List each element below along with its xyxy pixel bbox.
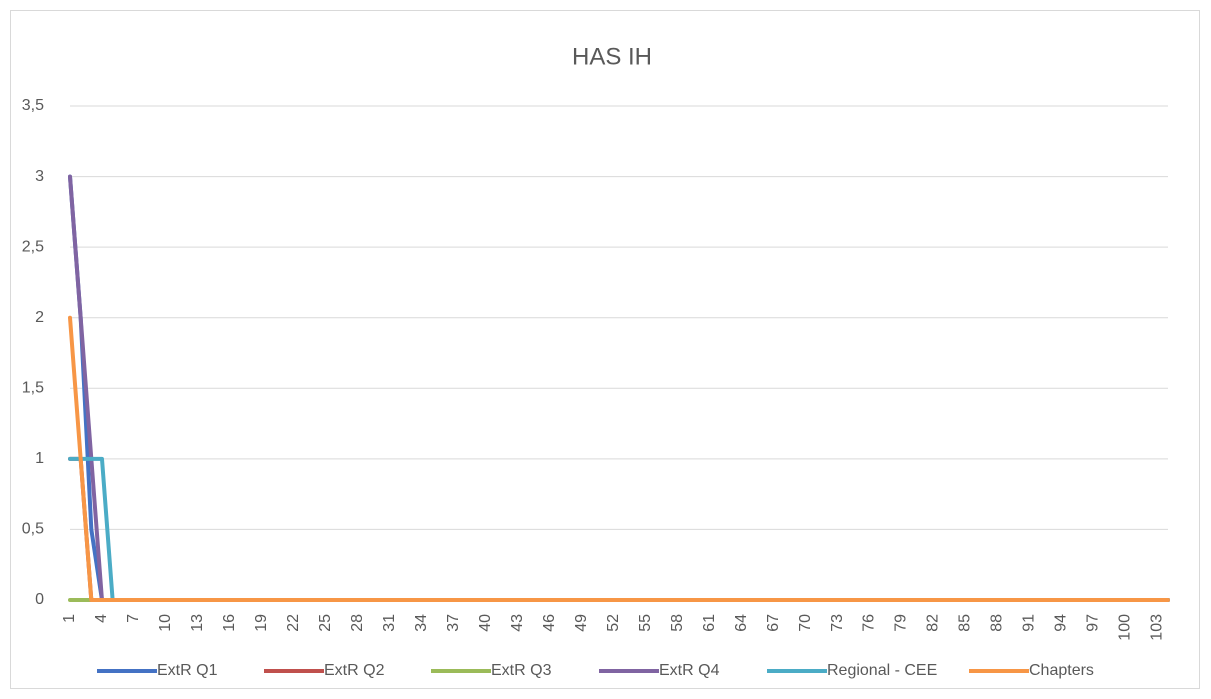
y-tick-label: 1 xyxy=(35,450,44,467)
x-tick-label: 43 xyxy=(509,614,526,632)
legend-label: ExtR Q4 xyxy=(659,662,720,679)
x-tick-label: 52 xyxy=(605,614,622,632)
x-tick-label: 19 xyxy=(253,614,270,632)
y-tick-label: 1,5 xyxy=(22,380,44,397)
x-tick-label: 31 xyxy=(381,614,398,632)
y-tick-label: 2,5 xyxy=(22,238,44,255)
x-tick-label: 64 xyxy=(733,614,750,632)
y-tick-label: 3 xyxy=(35,168,44,185)
legend-label: Chapters xyxy=(1029,662,1094,679)
x-tick-label: 16 xyxy=(221,614,238,632)
x-tick-label: 76 xyxy=(861,614,878,632)
x-tick-label: 25 xyxy=(317,614,334,632)
x-tick-label: 34 xyxy=(413,614,430,632)
x-tick-label: 97 xyxy=(1085,614,1102,632)
x-tick-label: 85 xyxy=(957,614,974,632)
legend-label: ExtR Q2 xyxy=(324,662,385,679)
legend-label: ExtR Q3 xyxy=(491,662,552,679)
x-tick-label: 10 xyxy=(157,614,174,632)
x-tick-label: 100 xyxy=(1117,614,1134,641)
x-tick-label: 88 xyxy=(989,614,1006,632)
legend-label: Regional - CEE xyxy=(827,662,937,679)
legend-label: ExtR Q1 xyxy=(157,662,218,679)
x-tick-label: 7 xyxy=(125,614,142,623)
x-tick-label: 103 xyxy=(1149,614,1166,641)
x-tick-label: 70 xyxy=(797,614,814,632)
x-tick-label: 49 xyxy=(573,614,590,632)
x-tick-label: 46 xyxy=(541,614,558,632)
x-tick-label: 67 xyxy=(765,614,782,632)
x-tick-label: 37 xyxy=(445,614,462,632)
x-tick-label: 22 xyxy=(285,614,302,632)
x-tick-label: 55 xyxy=(637,614,654,632)
x-tick-label: 4 xyxy=(93,614,110,623)
x-tick-label: 91 xyxy=(1021,614,1038,632)
y-tick-label: 2 xyxy=(35,309,44,326)
y-tick-label: 0,5 xyxy=(22,521,44,538)
x-tick-label: 40 xyxy=(477,614,494,632)
chart-title: HAS IH xyxy=(572,43,652,70)
x-tick-label: 79 xyxy=(893,614,910,632)
chart-frame xyxy=(10,10,1200,689)
x-tick-label: 58 xyxy=(669,614,686,632)
x-tick-label: 82 xyxy=(925,614,942,632)
x-tick-label: 1 xyxy=(61,614,78,623)
x-tick-label: 28 xyxy=(349,614,366,632)
x-tick-label: 61 xyxy=(701,614,718,632)
y-tick-label: 3,5 xyxy=(22,97,44,114)
x-tick-label: 94 xyxy=(1053,614,1070,632)
x-tick-label: 13 xyxy=(189,614,206,632)
series-line xyxy=(68,315,1170,602)
y-tick-label: 0 xyxy=(35,591,44,608)
x-tick-label: 73 xyxy=(829,614,846,632)
